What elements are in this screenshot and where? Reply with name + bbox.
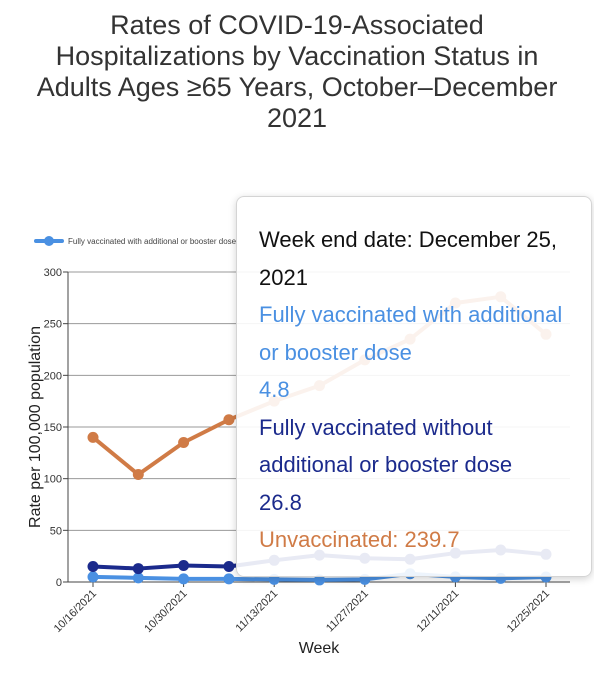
tooltip-noboost-value: 26.8 (259, 489, 302, 515)
y-tick-label: 0 (56, 577, 62, 589)
y-tick-label: 300 (44, 267, 62, 279)
data-point-2-2 (178, 437, 190, 448)
tooltip-booster-value: 4.8 (259, 377, 290, 402)
data-point-0-3 (223, 573, 235, 585)
data-point-1-2 (178, 559, 190, 571)
x-tick-label: 10/30/2021 (142, 588, 189, 635)
data-point-0-0 (87, 571, 99, 583)
data-point-2-3 (223, 414, 235, 426)
tooltip-date: Week end date: December 25, 2021 (259, 227, 557, 290)
y-tick-label: 50 (50, 525, 62, 537)
y-tick-label: 100 (44, 474, 62, 486)
data-point-1-1 (132, 563, 144, 575)
x-axis-title: Week (299, 640, 341, 657)
hover-tooltip: Week end date: December 25, 2021 Fully v… (236, 196, 592, 577)
x-tick-label: 12/25/2021 (505, 588, 552, 635)
tooltip-noboost-label: Fully vaccinated without additional or b… (259, 414, 513, 478)
y-axis-title: Rate per 100,000 population (27, 326, 44, 528)
data-point-2-0 (87, 431, 99, 443)
tooltip-unvaccinated: Unvaccinated: 239.7 (259, 527, 460, 552)
x-tick-label: 11/13/2021 (233, 588, 280, 635)
y-tick-label: 200 (44, 370, 62, 382)
data-point-1-3 (223, 561, 235, 572)
data-point-2-1 (132, 469, 144, 481)
data-point-0-2 (178, 573, 190, 585)
data-point-1-0 (87, 561, 99, 572)
y-tick-label: 250 (44, 319, 62, 331)
data-point-0-5 (314, 574, 325, 586)
legend-swatch-marker (44, 236, 54, 246)
y-tick-label: 150 (44, 422, 62, 434)
data-point-0-1 (132, 572, 144, 584)
chart-title: Rates of COVID-19-Associated Hospitaliza… (36, 10, 558, 133)
x-tick-label: 11/27/2021 (324, 588, 371, 635)
x-tick-label: 10/16/2021 (52, 588, 99, 635)
tooltip-booster-label: Fully vaccinated with additional or boos… (259, 302, 563, 365)
x-tick-label: 12/11/2021 (415, 588, 462, 635)
legend-label: Fully vaccinated with additional or boos… (68, 237, 237, 246)
